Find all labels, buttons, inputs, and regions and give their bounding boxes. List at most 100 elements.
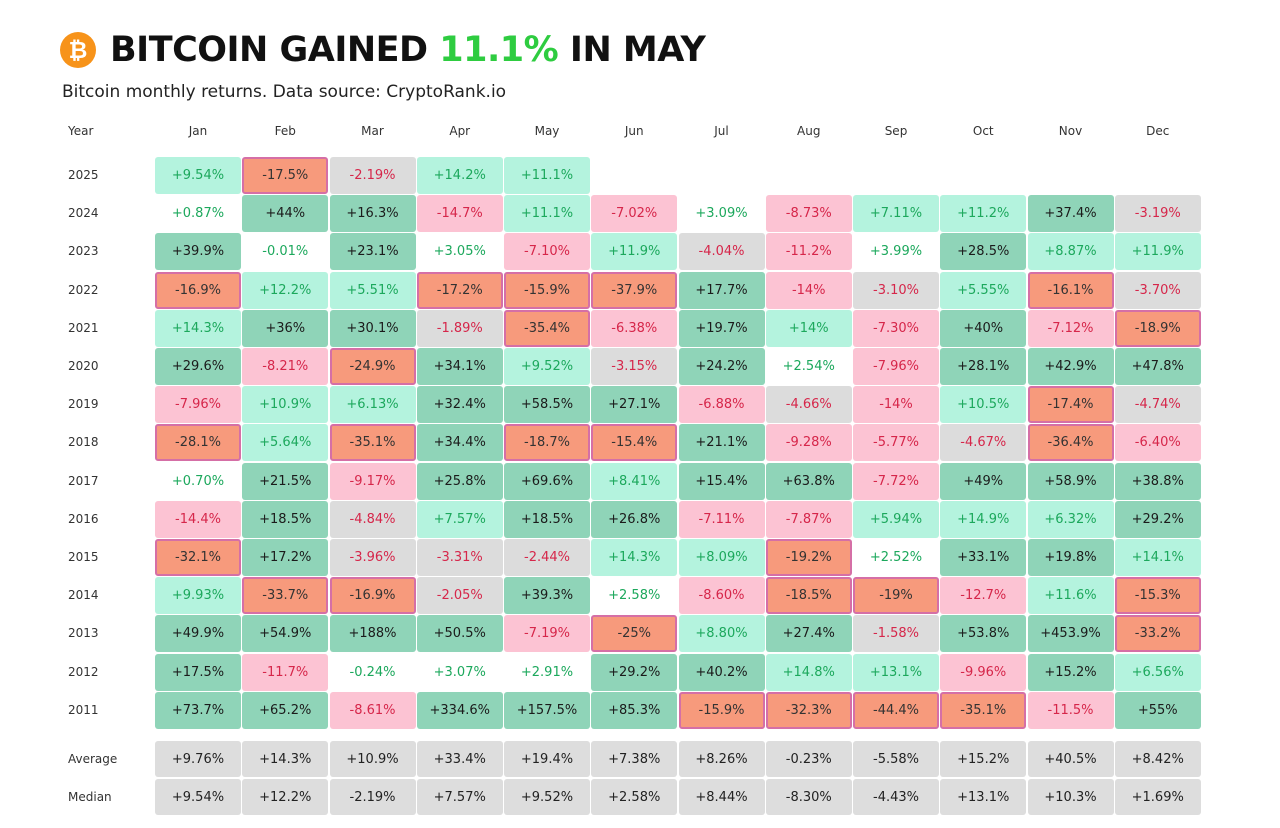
return-cell: +28.1% bbox=[940, 348, 1027, 385]
summary-cell: +10.9% bbox=[329, 741, 416, 777]
summary-cell: +2.58% bbox=[591, 779, 678, 815]
return-cell: -7.96% bbox=[853, 348, 939, 385]
column-header-year: Year bbox=[68, 124, 94, 138]
return-cell: -25% bbox=[591, 615, 678, 653]
return-cell: +63.8% bbox=[765, 462, 852, 500]
year-label: 2022 bbox=[68, 282, 99, 297]
return-cell: +11.6% bbox=[1027, 577, 1114, 615]
year-label: 2020 bbox=[68, 359, 99, 373]
return-cell: +37.4% bbox=[1027, 195, 1114, 233]
return-cell: +2.58% bbox=[591, 577, 678, 615]
return-cell: +7.57% bbox=[416, 500, 503, 538]
return-cell: +3.07% bbox=[416, 653, 503, 691]
return-cell: +0.87% bbox=[155, 195, 241, 233]
return-cell: -9.17% bbox=[329, 462, 416, 500]
return-cell: -9.96% bbox=[940, 653, 1027, 691]
return-cell: +2.52% bbox=[853, 539, 939, 576]
return-cell: +40.2% bbox=[678, 653, 765, 691]
page-title: BITCOIN GAINED 11.1% IN MAY bbox=[110, 30, 706, 70]
summary-cell: +19.4% bbox=[504, 741, 590, 777]
return-cell: -18.7% bbox=[504, 424, 590, 462]
return-cell: +49% bbox=[940, 462, 1027, 500]
return-cell: +44% bbox=[242, 195, 329, 233]
return-cell: +14.1% bbox=[1114, 539, 1201, 576]
return-cell: -6.40% bbox=[1114, 424, 1201, 462]
return-cell: +85.3% bbox=[591, 691, 678, 729]
return-cell: -7.11% bbox=[678, 500, 765, 538]
return-cell: -2.44% bbox=[504, 539, 590, 576]
return-cell: -3.96% bbox=[329, 539, 416, 576]
return-cell: +58.5% bbox=[504, 386, 590, 424]
return-cell: -15.3% bbox=[1114, 577, 1201, 615]
return-cell: +2.91% bbox=[504, 653, 590, 691]
return-cell: +10.9% bbox=[242, 386, 329, 424]
return-cell: +3.05% bbox=[416, 233, 503, 271]
return-cell: +17.5% bbox=[155, 653, 241, 691]
return-cell: -1.89% bbox=[416, 309, 503, 347]
return-cell: +11.9% bbox=[591, 233, 678, 271]
return-cell: +19.7% bbox=[678, 309, 765, 347]
return-cell: +188% bbox=[329, 615, 416, 653]
column-header-may: May bbox=[534, 124, 560, 138]
summary-cell: +10.3% bbox=[1027, 779, 1114, 815]
return-cell: +453.9% bbox=[1027, 615, 1114, 653]
return-cell: -19% bbox=[853, 577, 939, 615]
return-cell: -44.4% bbox=[853, 691, 939, 729]
return-cell: -16.9% bbox=[329, 577, 416, 615]
return-cell: -0.01% bbox=[242, 233, 329, 271]
return-cell: -7.87% bbox=[765, 500, 852, 538]
return-cell: -17.4% bbox=[1027, 386, 1114, 424]
year-label: 2011 bbox=[68, 702, 99, 717]
return-cell: +39.9% bbox=[155, 233, 241, 271]
return-cell: -6.88% bbox=[678, 386, 765, 424]
summary-cell: -0.23% bbox=[765, 741, 852, 777]
return-cell: +7.11% bbox=[853, 195, 939, 233]
summary-cell: +13.1% bbox=[940, 779, 1027, 815]
return-cell: -2.19% bbox=[329, 157, 416, 194]
year-label: 2018 bbox=[68, 435, 99, 450]
return-cell: +5.94% bbox=[853, 500, 939, 538]
summary-cell: +9.54% bbox=[155, 779, 241, 815]
return-cell: -11.7% bbox=[242, 653, 329, 691]
return-cell: +6.13% bbox=[329, 386, 416, 424]
return-cell: +36% bbox=[242, 309, 329, 347]
bitcoin-logo-icon: ₿ bbox=[60, 32, 96, 68]
return-cell: +11.2% bbox=[940, 195, 1027, 233]
return-cell: +8.80% bbox=[678, 615, 765, 653]
return-cell: -7.12% bbox=[1027, 309, 1114, 347]
year-label: 2025 bbox=[68, 168, 99, 182]
return-cell: -4.67% bbox=[940, 424, 1027, 462]
return-cell: +15.2% bbox=[1027, 653, 1114, 691]
year-label: 2014 bbox=[68, 588, 99, 603]
return-cell: -7.10% bbox=[504, 233, 590, 271]
return-cell: -14.7% bbox=[416, 195, 503, 233]
summary-cell: +33.4% bbox=[416, 741, 503, 777]
return-cell: +33.1% bbox=[940, 539, 1027, 576]
return-cell: -14.4% bbox=[155, 500, 241, 538]
return-cell: +9.93% bbox=[155, 577, 241, 615]
summary-cell: +40.5% bbox=[1027, 741, 1114, 777]
summary-cell: +7.38% bbox=[591, 741, 678, 777]
column-header-aug: Aug bbox=[797, 124, 821, 138]
return-cell: -16.1% bbox=[1027, 271, 1114, 309]
header: ₿ BITCOIN GAINED 11.1% IN MAY bbox=[60, 30, 706, 70]
return-cell: +19.8% bbox=[1027, 539, 1114, 576]
return-cell: -15.4% bbox=[591, 424, 678, 462]
summary-label: Median bbox=[68, 790, 112, 804]
return-cell: +9.54% bbox=[155, 157, 241, 194]
return-cell: +15.4% bbox=[678, 462, 765, 500]
return-cell: -6.38% bbox=[591, 309, 678, 347]
return-cell: +11.9% bbox=[1114, 233, 1201, 271]
return-cell: +14.2% bbox=[416, 157, 503, 194]
return-cell: +58.9% bbox=[1027, 462, 1114, 500]
return-cell: -11.2% bbox=[765, 233, 852, 271]
summary-cell: +9.76% bbox=[155, 741, 241, 777]
return-cell: +14% bbox=[765, 309, 852, 347]
year-label: 2023 bbox=[68, 244, 99, 259]
return-cell: +3.09% bbox=[678, 195, 765, 233]
return-cell: +17.7% bbox=[678, 271, 765, 309]
return-cell: -35.1% bbox=[329, 424, 416, 462]
return-cell: +16.3% bbox=[329, 195, 416, 233]
year-label: 2013 bbox=[68, 626, 99, 641]
return-cell: +38.8% bbox=[1114, 462, 1201, 500]
